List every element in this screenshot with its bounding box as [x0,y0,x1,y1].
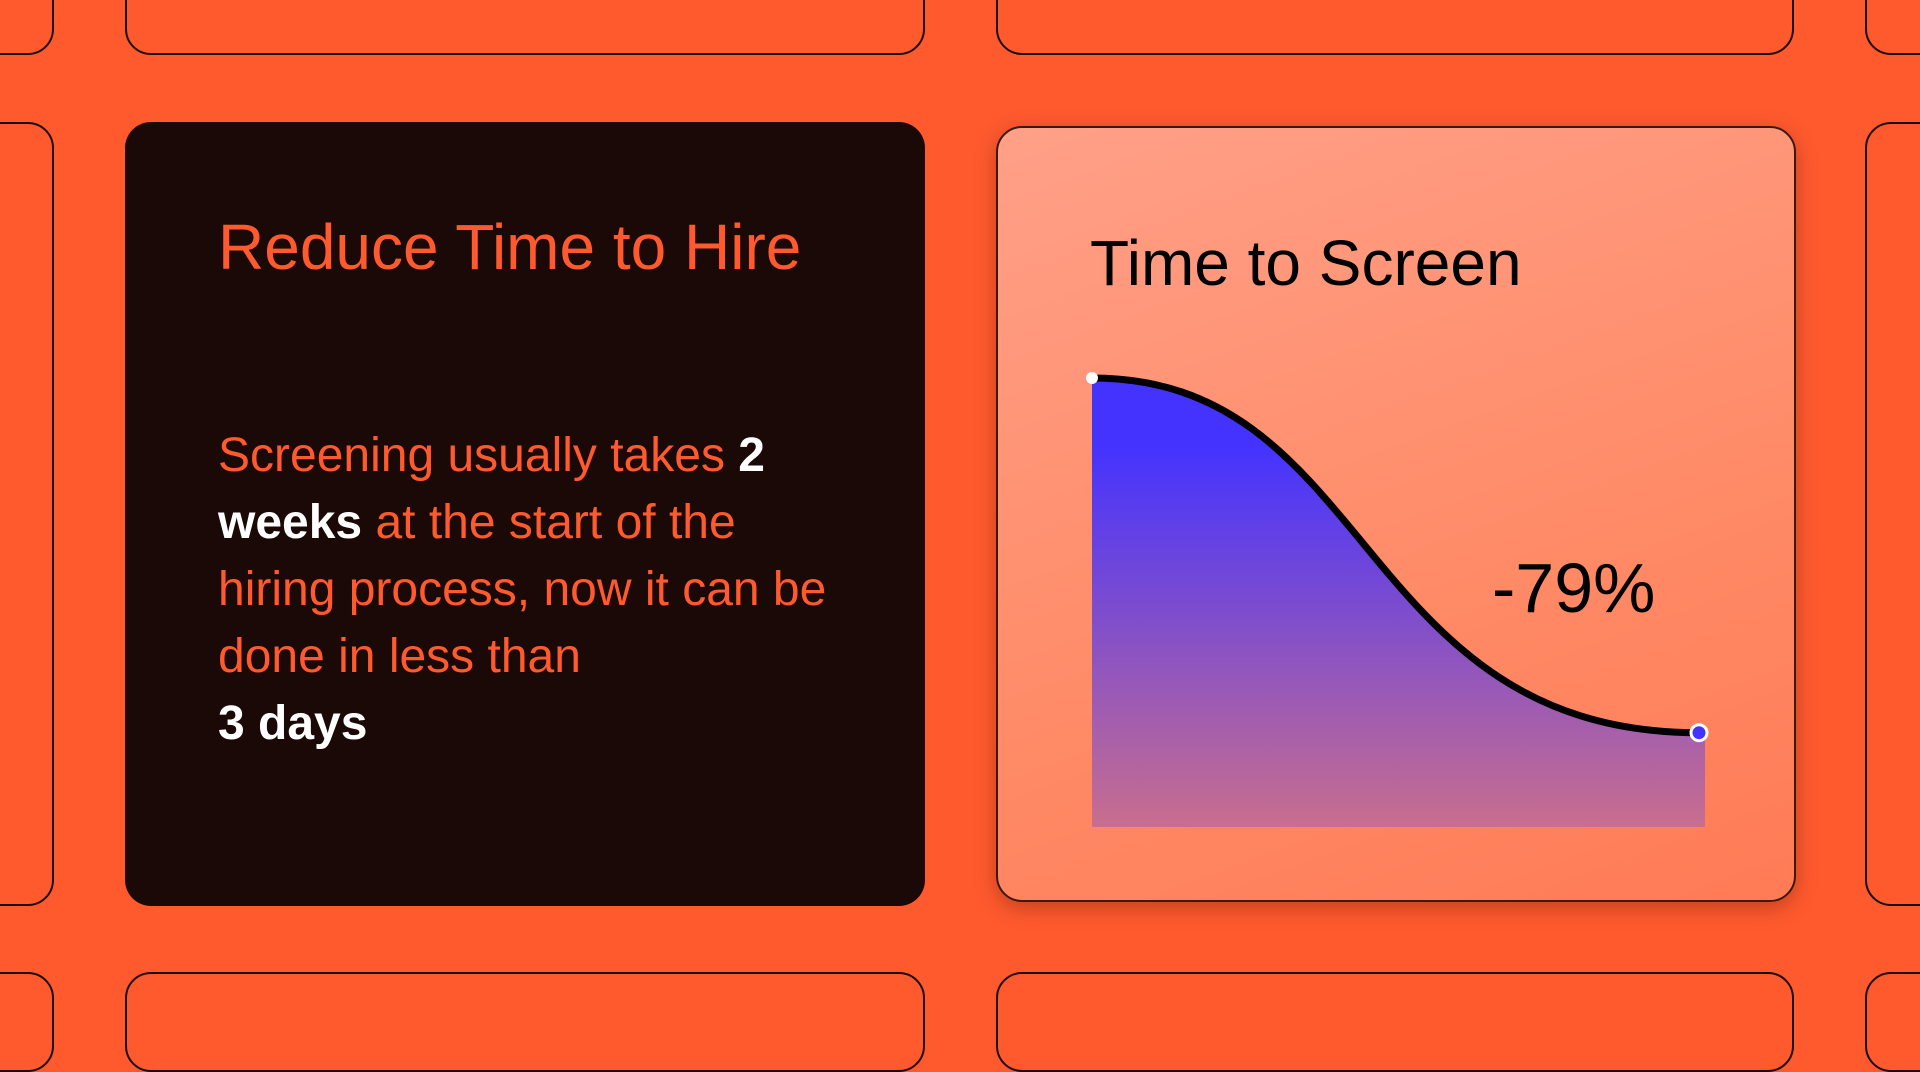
body-highlight-1: 2 weeks [218,429,765,549]
info-body: Screening usually takes 2 weeks at the s… [218,422,858,757]
info-heading: Reduce Time to Hire [218,211,802,283]
frame-bottom-left [0,972,54,1072]
change-annotation: -79% [1492,549,1656,627]
frame-mid-right [1865,122,1920,906]
frame-mid-left [0,122,54,906]
body-highlight-2: 3 days [218,697,368,750]
frame-bottom-right [996,972,1794,1072]
body-text-1: Screening usually takes [218,429,739,482]
frame-bottom-center [125,972,925,1072]
chart-title: Time to Screen [1090,227,1522,299]
end-point [1689,723,1709,743]
frame-top-center [125,0,925,55]
info-card: Reduce Time to Hire Screening usually ta… [125,122,925,906]
chart-card: Time to Screen -79% [996,126,1796,902]
chart-area [1092,378,1705,827]
frame-top-far-right [1865,0,1920,55]
chart-line [1091,374,1700,737]
start-point [1086,372,1098,384]
frame-top-left [0,0,54,55]
frame-top-right [996,0,1794,55]
chart-svg [1086,372,1709,827]
body-text-2: at the start of the hiring process, now … [218,496,827,683]
frame-bottom-far-right [1865,972,1920,1072]
